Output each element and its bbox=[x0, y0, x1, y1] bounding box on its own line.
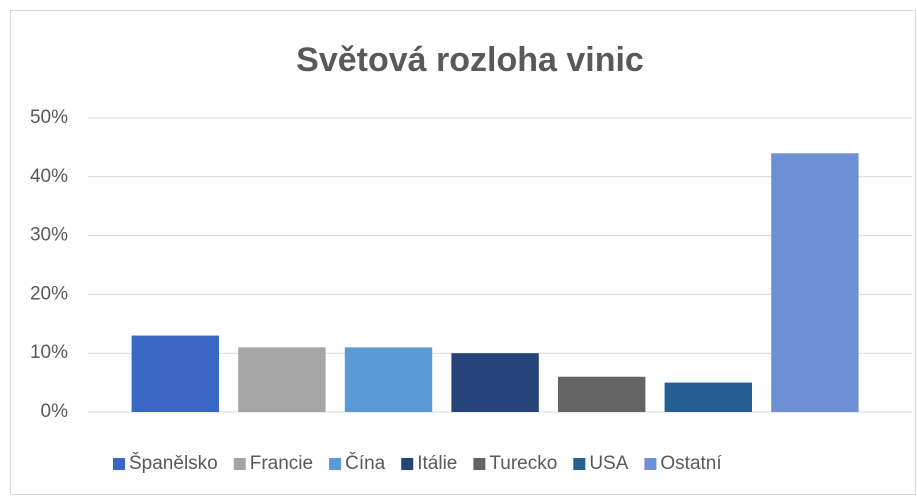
legend-swatch bbox=[573, 458, 586, 470]
bar bbox=[771, 153, 859, 412]
bar bbox=[664, 382, 753, 412]
chart-title: Světová rozloha vinic bbox=[296, 41, 644, 79]
legend-swatch bbox=[233, 458, 246, 470]
y-tick-label: 40% bbox=[30, 166, 68, 187]
bar bbox=[451, 353, 539, 412]
legend-label: Itálie bbox=[417, 453, 457, 474]
y-tick-label: 20% bbox=[30, 283, 68, 304]
y-tick-label: 0% bbox=[41, 401, 69, 422]
chart-border bbox=[10, 10, 916, 495]
legend-label: Francie bbox=[250, 453, 313, 474]
y-tick-label: 30% bbox=[30, 225, 68, 246]
bar bbox=[344, 347, 433, 412]
legend-label: Ostatní bbox=[660, 453, 722, 474]
legend-label: Čína bbox=[345, 452, 386, 474]
legend-swatch bbox=[329, 458, 342, 470]
legend-label: Turecko bbox=[489, 453, 557, 474]
legend-label: USA bbox=[589, 453, 628, 474]
legend-swatch bbox=[644, 458, 657, 470]
legend-label: Španělsko bbox=[129, 452, 218, 474]
y-tick-label: 10% bbox=[30, 342, 68, 363]
legend-swatch bbox=[113, 458, 125, 470]
bar bbox=[557, 376, 646, 412]
legend-swatch bbox=[473, 458, 486, 470]
bar bbox=[238, 347, 326, 412]
bar bbox=[131, 335, 220, 412]
legend-swatch bbox=[401, 458, 414, 470]
y-tick-label: 50% bbox=[30, 107, 68, 128]
